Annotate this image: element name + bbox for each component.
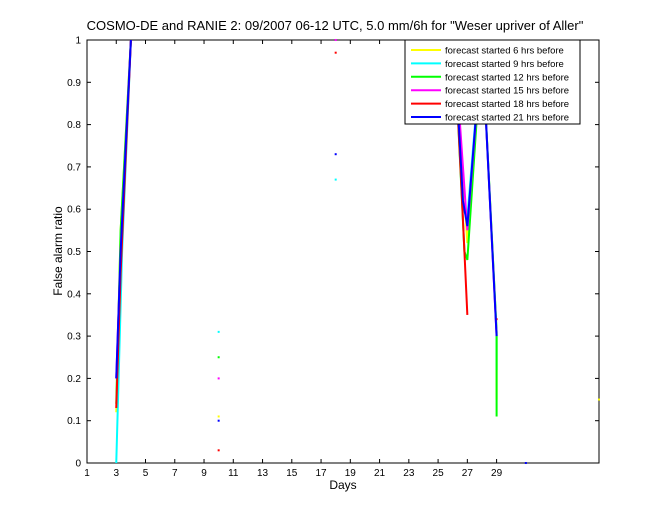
series-point xyxy=(334,178,337,181)
x-tick-label: 5 xyxy=(143,468,149,479)
legend-entry-label: forecast started 18 hrs before xyxy=(445,99,569,110)
series-point xyxy=(334,39,337,41)
x-tick-label: 23 xyxy=(403,468,415,479)
y-tick-label: 1 xyxy=(75,36,81,47)
series-point xyxy=(217,449,220,452)
legend: forecast started 6 hrs before forecast st… xyxy=(404,39,581,125)
x-axis-label: Days xyxy=(329,478,356,492)
y-tick-label: 0.9 xyxy=(67,78,81,89)
series-group xyxy=(115,39,600,464)
x-tick-label: 29 xyxy=(491,468,503,479)
series-point xyxy=(217,377,220,380)
y-tick-label: 0.7 xyxy=(67,162,81,173)
chart-title: COSMO-DE and RANIE 2: 09/2007 06-12 UTC,… xyxy=(87,18,584,33)
legend-entry-label: forecast started 21 hrs before xyxy=(445,113,569,124)
series-point xyxy=(598,398,600,401)
series-point xyxy=(217,330,220,333)
x-tick-label: 17 xyxy=(315,468,327,479)
x-tick-label: 13 xyxy=(257,468,269,479)
series-point xyxy=(217,419,220,422)
x-tick-label: 1 xyxy=(84,468,90,479)
series-point xyxy=(334,153,337,156)
x-tick-label: 15 xyxy=(286,468,298,479)
y-tick-label: 0 xyxy=(75,459,81,470)
y-tick-label: 0.5 xyxy=(67,247,81,258)
series-line xyxy=(453,39,498,337)
y-tick-label: 0.2 xyxy=(67,374,81,385)
y-tick-label: 0.3 xyxy=(67,332,81,343)
series-6 xyxy=(115,39,527,464)
y-tick-label: 0.4 xyxy=(67,289,81,300)
legend-entry-label: forecast started 9 hrs before xyxy=(445,59,564,70)
y-axis-label: False alarm ratio xyxy=(51,206,65,296)
x-tick-label: 19 xyxy=(345,468,357,479)
x-tick-label: 21 xyxy=(374,468,386,479)
x-tick-label: 11 xyxy=(228,468,239,479)
x-tick-label: 25 xyxy=(433,468,445,479)
legend-entry-label: forecast started 12 hrs before xyxy=(445,72,569,83)
y-tick-label: 0.1 xyxy=(67,416,81,427)
series-line xyxy=(115,39,132,379)
x-tick-label: 3 xyxy=(113,468,119,479)
axis-ticks: 1 3 5 7 9 11 13 15 17 19 21 23 25 27 2900.10.20.30.40.… xyxy=(67,36,599,479)
legend-box xyxy=(404,39,581,125)
x-tick-label: 27 xyxy=(462,468,474,479)
x-tick-label: 7 xyxy=(172,468,178,479)
x-tick-label: 9 xyxy=(201,468,207,479)
series-point xyxy=(334,51,337,54)
y-tick-label: 0.8 xyxy=(67,120,81,131)
legend-entry-label: forecast started 6 hrs before xyxy=(445,46,564,57)
legend-entry-label: forecast started 15 hrs before xyxy=(445,86,569,97)
series-point xyxy=(217,415,220,418)
series-point xyxy=(217,356,220,359)
y-tick-label: 0.6 xyxy=(67,205,81,216)
series-point xyxy=(524,462,527,464)
